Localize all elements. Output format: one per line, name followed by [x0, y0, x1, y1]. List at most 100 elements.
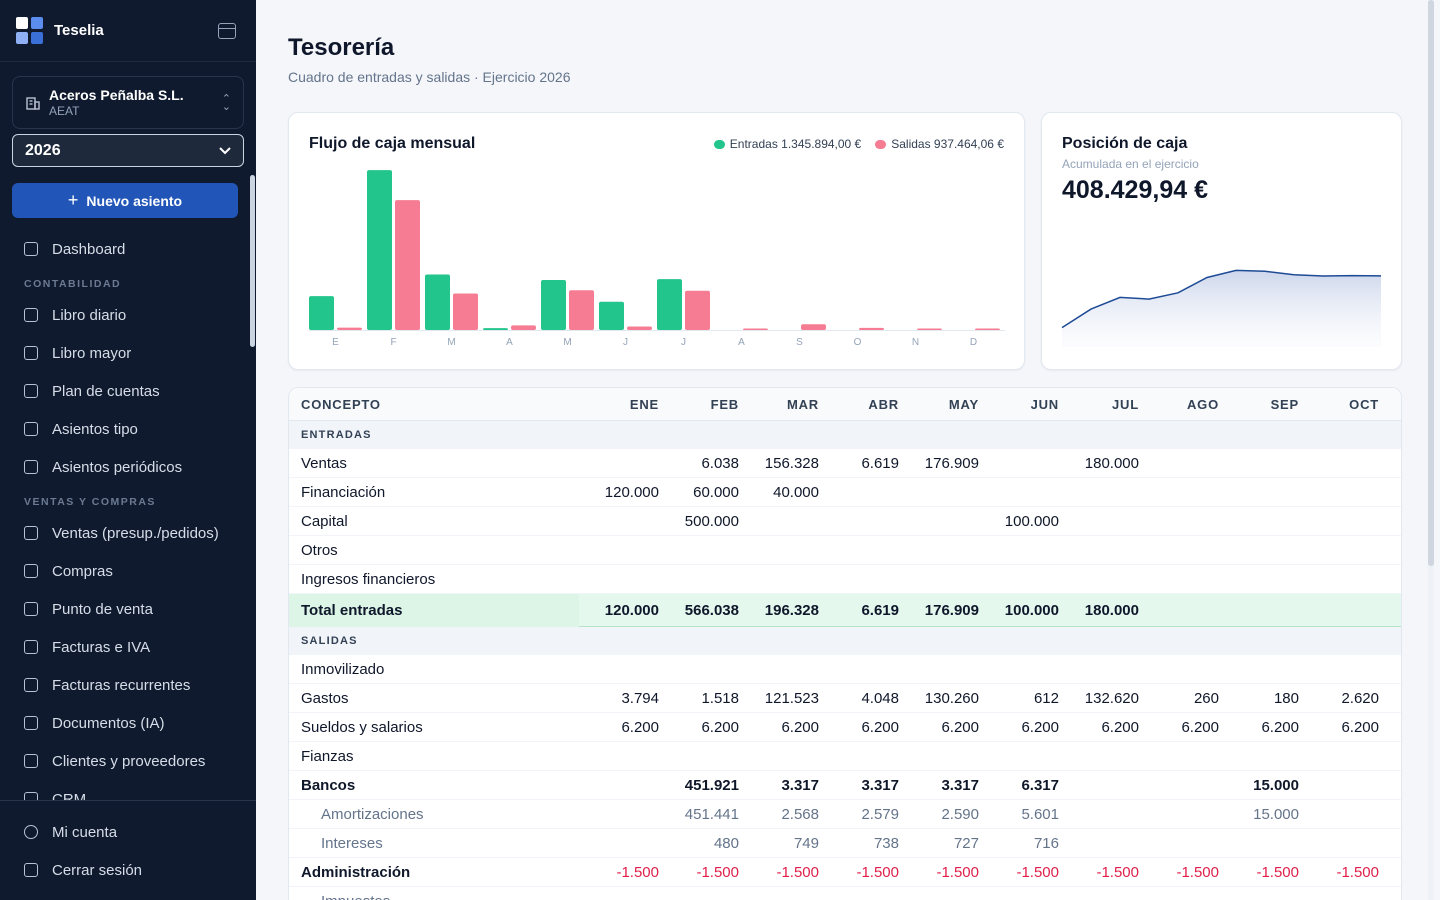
header-month: AGO	[1186, 396, 1219, 412]
header-month: OCT	[1349, 396, 1379, 412]
bar-entradas-0	[309, 296, 334, 330]
bar-salidas-4	[569, 290, 594, 330]
bar-salidas-3	[511, 325, 536, 330]
repeat-icon	[24, 460, 38, 474]
company-switcher[interactable]: Aceros Peñalba S.L. AEAT ⌃ ⌄	[12, 76, 244, 129]
nav-libro-diario[interactable]: Libro diario	[0, 296, 248, 334]
nav-clientes[interactable]: Clientes y proveedores	[0, 742, 248, 780]
row-value: -1.500	[776, 863, 819, 881]
book-open-icon	[24, 308, 38, 322]
row-value: -1.500	[856, 863, 899, 881]
bar-salidas-1	[395, 200, 420, 330]
row-value: 6.200	[1101, 718, 1139, 736]
row-value: 260	[1193, 689, 1219, 707]
row-value: 180	[1273, 689, 1299, 707]
nav-label: Libro mayor	[52, 344, 132, 362]
row-label: Ventas	[301, 454, 347, 472]
x-tick-label: A	[738, 337, 745, 348]
nav-facturas-recurrentes[interactable]: Facturas recurrentes	[0, 666, 248, 704]
nav-label: Cerrar sesión	[52, 861, 143, 879]
nav-cerrar-sesion[interactable]: Cerrar sesión	[0, 851, 256, 889]
row-label: Fianzas	[301, 747, 354, 765]
row-value: -1.500	[1256, 863, 1299, 881]
section-salidas: SALIDAS	[289, 627, 1401, 655]
bar-salidas-8	[801, 324, 826, 330]
table-row: Impuestos	[289, 887, 1401, 900]
row-label: Impuestos	[289, 893, 579, 900]
section-entradas: ENTRADAS	[289, 421, 1401, 449]
nav-label: Facturas recurrentes	[52, 676, 191, 694]
user-circle-icon	[24, 825, 38, 839]
table-header-row: CONCEPTO ENE FEB MAR ABR MAY JUN JUL AGO SEP OCT	[289, 388, 1401, 421]
total-value: 120.000	[604, 601, 659, 619]
row-value: 738	[873, 834, 899, 852]
nav-mi-cuenta[interactable]: Mi cuenta	[0, 813, 256, 851]
cash-position-subtitle: Acumulada en el ejercicio	[1062, 157, 1199, 171]
x-tick-label: J	[681, 337, 686, 348]
sidebar-footer: Mi cuenta Cerrar sesión	[0, 800, 256, 900]
nav-plan-cuentas[interactable]: Plan de cuentas	[0, 372, 248, 410]
nav-facturas-iva[interactable]: Facturas e IVA	[0, 628, 248, 666]
total-label: Total entradas	[289, 593, 579, 627]
row-value: 6.317	[1021, 776, 1059, 794]
row-value: 6.200	[701, 718, 739, 736]
nav-documentos[interactable]: Documentos (IA)	[0, 704, 248, 742]
header-month: SEP	[1270, 396, 1299, 412]
nav-dashboard[interactable]: Dashboard	[0, 230, 248, 268]
row-label: Amortizaciones	[321, 805, 424, 823]
nav-asientos-tipo[interactable]: Asientos tipo	[0, 410, 248, 448]
bar-entradas-5	[599, 301, 624, 330]
nav-asientos-periodicos[interactable]: Asientos periódicos	[0, 448, 248, 486]
x-tick-label: J	[623, 337, 628, 348]
nav-label: Dashboard	[52, 240, 126, 258]
new-entry-button[interactable]: + Nuevo asiento	[12, 183, 238, 218]
nav-crm[interactable]: CRM	[0, 780, 248, 800]
company-sub: AEAT	[49, 103, 80, 118]
table-row: Ventas 6.038 156.328 6.619 176.909 180.000	[289, 449, 1401, 478]
x-tick-label: M	[447, 337, 455, 348]
row-value: 6.200	[1021, 718, 1059, 736]
table-row: Ingresos financieros	[289, 565, 1401, 594]
table-row: Inmovilizado	[289, 655, 1401, 684]
x-tick-label: S	[796, 337, 803, 348]
row-value: 451.441	[684, 805, 739, 823]
bar-salidas-10	[917, 328, 942, 330]
row-label: Otros	[301, 541, 338, 559]
receipt-icon	[24, 640, 38, 654]
sidebar-collapse-icon[interactable]	[218, 22, 236, 39]
header-month: JUL	[1112, 396, 1139, 412]
table-row: Financiación 120.000 60.000 40.000	[289, 478, 1401, 507]
year-select[interactable]: 2026	[12, 134, 244, 167]
year-value: 2026	[25, 141, 61, 159]
sidebar: Teselia Aceros Peñalba S.L. AEAT ⌃ ⌄ 2026…	[0, 0, 256, 900]
app-name: Teselia	[54, 22, 104, 39]
row-value: 4.048	[861, 689, 899, 707]
nav-punto-venta[interactable]: Punto de venta	[0, 590, 248, 628]
nav-compras[interactable]: Compras	[0, 552, 248, 590]
nav-ventas[interactable]: Ventas (presup./pedidos)	[0, 514, 248, 552]
cashflow-chart-title: Flujo de caja mensual	[309, 135, 476, 152]
main-scrollbar-thumb[interactable]	[1428, 0, 1434, 566]
sidebar-scrollbar[interactable]	[250, 175, 255, 347]
row-value: 2.620	[1341, 689, 1379, 707]
table-row: Gastos 3.794 1.518 121.523 4.048 130.260 612 13…	[289, 684, 1401, 713]
bar-entradas-6	[657, 279, 682, 330]
nav-libro-mayor[interactable]: Libro mayor	[0, 334, 248, 372]
table-row: Otros	[289, 536, 1401, 565]
table-row: Capital 500.000 100.000	[289, 507, 1401, 536]
row-label: Administración	[301, 863, 411, 881]
nav-section-ventas: VENTAS Y COMPRAS	[24, 496, 156, 508]
row-value: -1.500	[936, 863, 979, 881]
row-value: 156.328	[764, 454, 819, 472]
grid-icon	[24, 242, 38, 256]
nav-label: Asientos tipo	[52, 420, 138, 438]
page-title: Tesorería	[288, 34, 395, 61]
repeat-icon	[24, 678, 38, 692]
main-scrollbar-track[interactable]	[1428, 0, 1434, 900]
company-name: Aceros Peñalba S.L.	[49, 86, 184, 103]
bar-salidas-0	[337, 327, 362, 330]
row-value: 6.200	[621, 718, 659, 736]
nav-label: Punto de venta	[52, 600, 153, 618]
row-value: 3.317	[861, 776, 899, 794]
row-value: 6.038	[701, 454, 739, 472]
